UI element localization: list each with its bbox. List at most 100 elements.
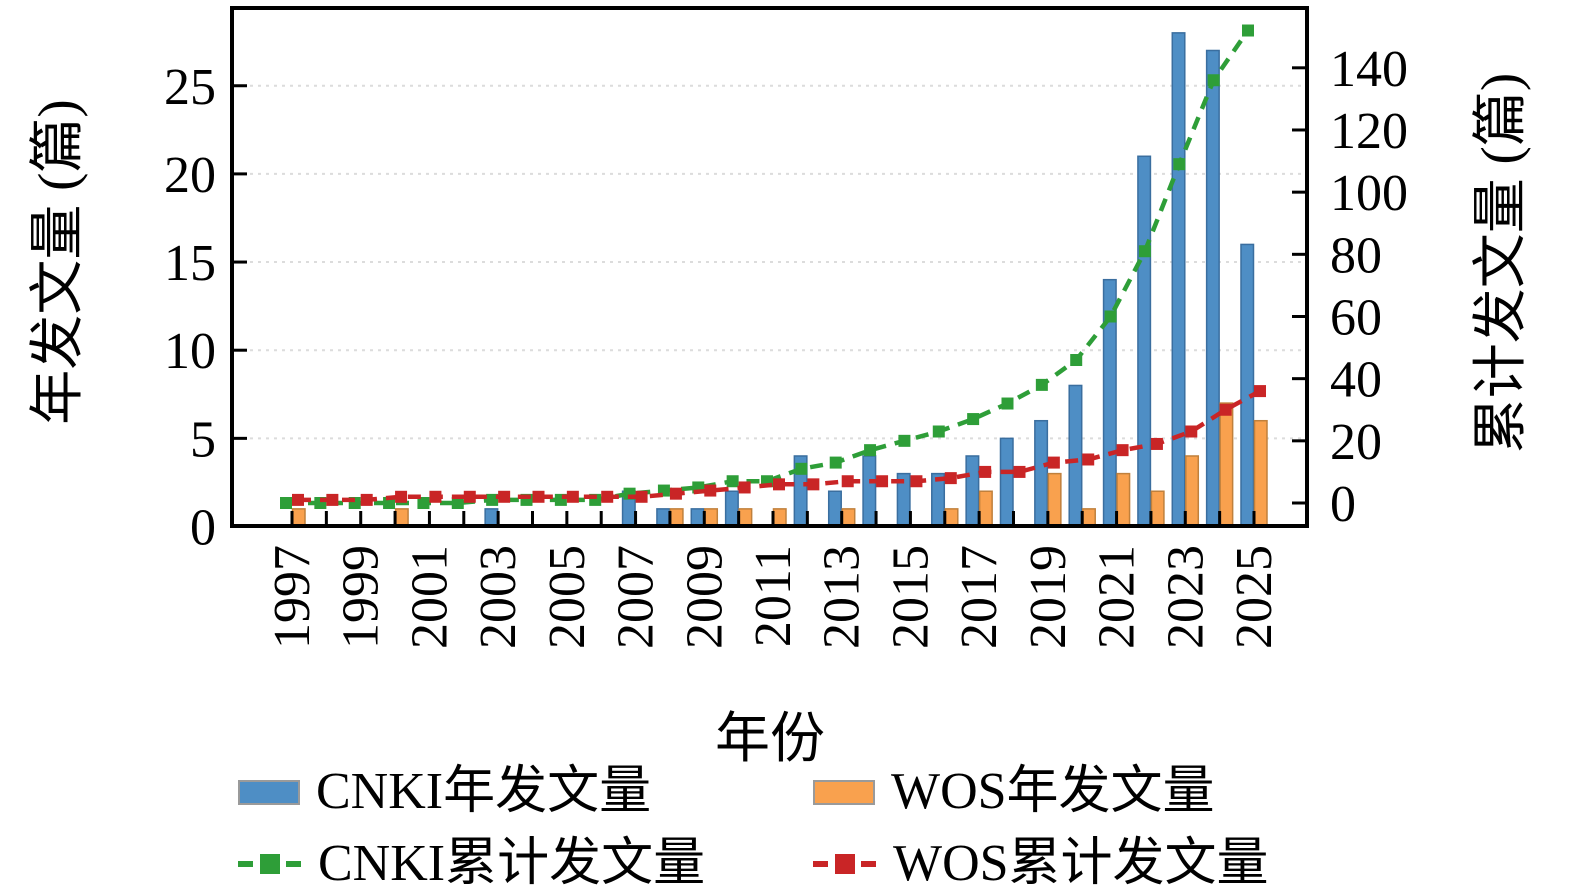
bar-series [291, 32, 1268, 528]
bar-wos-2023 [1185, 455, 1200, 528]
marker-cnki-2025 [1241, 24, 1254, 37]
bar-cnki-2003 [484, 508, 499, 528]
bar-cnki-2019 [1034, 419, 1049, 528]
left-tick-label-10: 10 [164, 323, 216, 380]
marker-cnki-2013 [829, 456, 842, 469]
legend-label-cnki-cumulative: CNKI累计发文量 [318, 835, 706, 892]
legend-item-cnki-annual: CNKI年发文量 [238, 766, 651, 818]
marker-cnki-2023 [1173, 158, 1186, 171]
left-axis-title: 年发文量 (篇) [27, 99, 88, 424]
left-tick-label-25: 25 [164, 59, 216, 116]
x-tick-label-2021: 2021 [1089, 545, 1146, 649]
legend-swatch-cnki-annual-bar [238, 779, 300, 805]
marker-cnki-2003 [486, 493, 499, 506]
right-tick-label-0: 0 [1330, 476, 1356, 533]
bar-cnki-2016 [931, 472, 946, 528]
bar-wos-2024 [1219, 402, 1234, 528]
marker-wos-2010 [738, 481, 751, 494]
marker-cnki-2019 [1035, 378, 1048, 391]
marker-wos-2021 [1116, 444, 1129, 457]
marker-cnki-2002 [451, 497, 464, 509]
x-tick-label-2009: 2009 [676, 545, 733, 649]
legend-label-cnki-annual: CNKI年发文量 [316, 763, 652, 820]
left-tick-label-20: 20 [164, 147, 216, 204]
marker-wos-2006 [601, 490, 614, 503]
marker-wos-2019 [1047, 456, 1060, 469]
axis-ticks [234, 66, 1305, 524]
bar-wos-2000 [394, 508, 409, 528]
bar-cnki-2009 [690, 508, 705, 528]
marker-cnki-2015 [898, 434, 911, 447]
bar-wos-2013 [841, 508, 856, 528]
bar-cnki-2013 [827, 490, 842, 528]
bar-wos-2019 [1047, 472, 1062, 528]
x-tick-label-2013: 2013 [814, 545, 871, 649]
marker-wos-2014 [876, 475, 889, 488]
marker-cnki-2022 [1138, 245, 1151, 258]
left-tick-label-0: 0 [190, 500, 216, 557]
marker-wos-2018 [1013, 465, 1026, 478]
bar-wos-1997 [291, 508, 306, 528]
bar-cnki-2014 [862, 455, 877, 528]
x-tick-label-2017: 2017 [951, 545, 1008, 649]
bar-wos-2021 [1116, 472, 1131, 528]
marker-wos-2002 [463, 490, 476, 503]
bar-wos-2009 [704, 508, 719, 528]
marker-wos-2007 [635, 490, 648, 503]
right-tick-label-140: 140 [1330, 41, 1408, 98]
bar-cnki-2010 [724, 490, 739, 528]
marker-wos-2004 [532, 490, 545, 503]
legend-swatch-cnki-cumulative-line [238, 854, 302, 874]
marker-wos-2015 [910, 475, 923, 488]
marker-cnki-2000 [383, 497, 396, 509]
marker-cnki-2018 [1001, 397, 1014, 410]
marker-cnki-2021 [1104, 310, 1117, 323]
legend-item-cnki-cumulative: CNKI累计发文量 [238, 838, 705, 890]
x-tick-label-2025: 2025 [1226, 545, 1283, 649]
marker-cnki-2016 [932, 425, 945, 438]
bar-wos-2017 [978, 490, 993, 528]
marker-wos-2011 [772, 478, 785, 491]
x-tick-label-1997: 1997 [264, 545, 321, 649]
x-tick-label-2001: 2001 [401, 545, 458, 649]
bar-wos-2011 [772, 508, 787, 528]
marker-cnki-2010 [726, 475, 739, 488]
right-tick-label-120: 120 [1330, 103, 1408, 160]
marker-wos-2023 [1185, 425, 1198, 438]
plot-frame [230, 6, 1309, 528]
marker-wos-2020 [1082, 453, 1095, 466]
marker-wos-2012 [807, 478, 820, 491]
x-tick-label-2005: 2005 [539, 545, 596, 649]
marker-wos-2013 [841, 475, 854, 488]
legend-item-wos-annual: WOS年发文量 [813, 766, 1215, 818]
marker-cnki-2012 [795, 462, 808, 475]
bar-wos-2020 [1081, 508, 1096, 528]
marker-cnki-2020 [1070, 354, 1083, 367]
marker-wos-2016 [944, 472, 957, 485]
marker-wos-2001 [429, 490, 442, 503]
bar-wos-2008 [669, 508, 684, 528]
bar-cnki-2008 [656, 508, 671, 528]
bar-cnki-2018 [999, 437, 1014, 528]
marker-wos-2003 [498, 490, 511, 503]
right-tick-label-60: 60 [1330, 289, 1382, 346]
bar-cnki-2023 [1171, 32, 1186, 528]
marker-wos-2005 [566, 490, 579, 503]
x-tick-label-2019: 2019 [1020, 545, 1077, 649]
legend-swatch-wos-annual-bar [813, 779, 875, 805]
line-cnki-cumulative [286, 29, 1250, 506]
line-wos-cumulative [298, 389, 1262, 503]
marker-wos-2022 [1150, 437, 1163, 450]
axis-tick-labels: 1997 1999 2001 2003 2005 2007 2009 2011 2013 2015… [164, 41, 1408, 649]
legend-label-wos-annual: WOS年发文量 [891, 763, 1215, 820]
marker-wos-2025 [1253, 385, 1266, 398]
marker-cnki-2014 [864, 444, 877, 457]
marker-wos-2024 [1219, 403, 1232, 416]
legend-swatch-wos-cumulative-line [813, 854, 877, 874]
right-tick-label-40: 40 [1330, 352, 1382, 409]
marker-wos-1998 [326, 493, 339, 506]
left-tick-label-15: 15 [164, 235, 216, 292]
x-tick-label-2015: 2015 [882, 545, 939, 649]
